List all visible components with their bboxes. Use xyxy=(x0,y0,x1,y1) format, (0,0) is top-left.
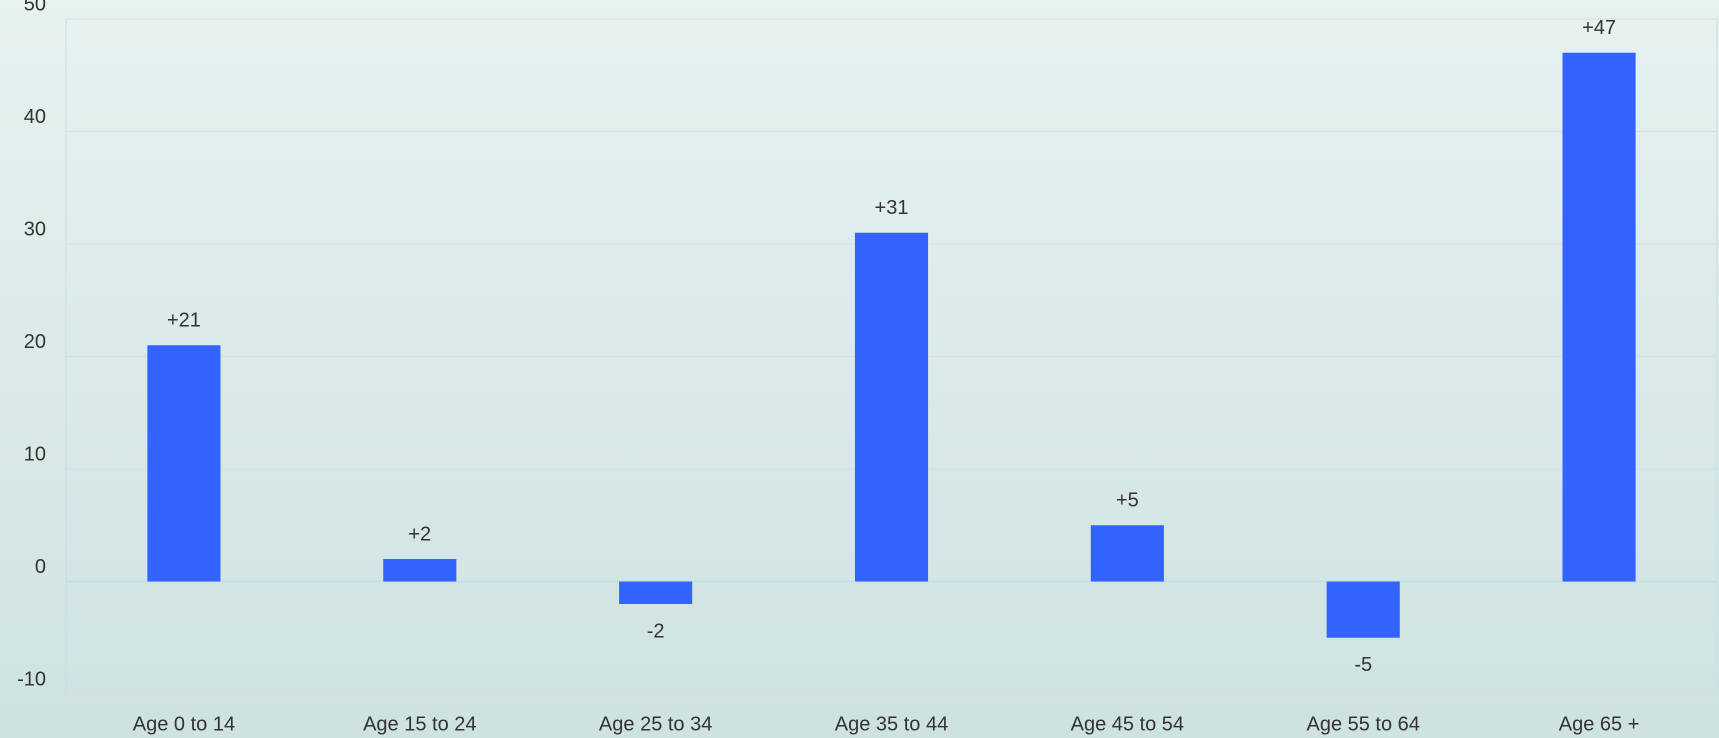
x-tick-label: Age 45 to 54 xyxy=(1071,713,1184,735)
y-tick-label: 40 xyxy=(24,106,46,128)
x-tick-label: Age 55 to 64 xyxy=(1306,713,1419,735)
bar xyxy=(383,559,457,582)
bar xyxy=(1562,52,1636,582)
data-label: +21 xyxy=(167,310,201,332)
bar xyxy=(854,232,929,582)
y-tick-label: 20 xyxy=(24,331,46,353)
data-label: +31 xyxy=(875,197,909,219)
bar xyxy=(619,581,693,604)
y-tick-label: 50 xyxy=(24,0,46,15)
y-tick-label: -10 xyxy=(17,668,46,690)
x-tick-label: Age 65 + xyxy=(1559,713,1640,735)
bar xyxy=(1326,581,1400,638)
data-label: +2 xyxy=(408,523,431,545)
x-tick-label: Age 25 to 34 xyxy=(599,713,712,735)
y-tick-label: 0 xyxy=(35,556,46,578)
y-tick-label: 30 xyxy=(24,218,46,240)
data-label: -5 xyxy=(1354,654,1372,676)
data-label: +5 xyxy=(1116,490,1139,512)
bar xyxy=(1090,525,1164,582)
y-tick-label: 10 xyxy=(24,443,46,465)
x-tick-label: Age 0 to 14 xyxy=(133,713,235,735)
data-label: -2 xyxy=(647,620,665,642)
x-tick-label: Age 15 to 24 xyxy=(363,713,476,735)
data-label: +47 xyxy=(1582,17,1616,39)
x-tick-label: Age 35 to 44 xyxy=(835,713,948,735)
bar xyxy=(147,345,221,582)
